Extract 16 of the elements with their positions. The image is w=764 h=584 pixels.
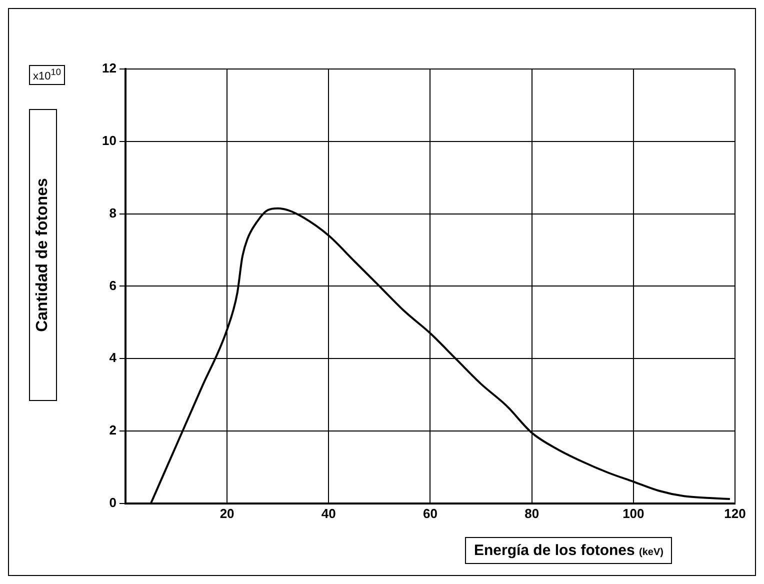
y-tick-label: 8 xyxy=(109,205,116,220)
x-tick-label: 60 xyxy=(422,506,438,521)
y-tick-label: 6 xyxy=(109,278,116,293)
y-axis-title: Cantidad de fotones xyxy=(34,178,52,332)
x-axis-title: Energía de los fotones (keV) xyxy=(465,537,672,564)
y-tick-label: 4 xyxy=(109,350,118,366)
x-tick-label: 20 xyxy=(220,506,234,521)
x-tick-label: 40 xyxy=(321,506,336,521)
y-tick-label: 0 xyxy=(109,494,116,510)
x-tick-label: 120 xyxy=(724,506,746,521)
y-tick-label: 2 xyxy=(109,422,116,438)
y-tick-label: 10 xyxy=(102,132,116,148)
text: x10$^{10}$ xyxy=(29,65,65,85)
x-tick-label: 100 xyxy=(622,506,644,521)
x-tick-label: 80 xyxy=(524,506,540,521)
y-tick-label: 12 xyxy=(102,60,116,76)
